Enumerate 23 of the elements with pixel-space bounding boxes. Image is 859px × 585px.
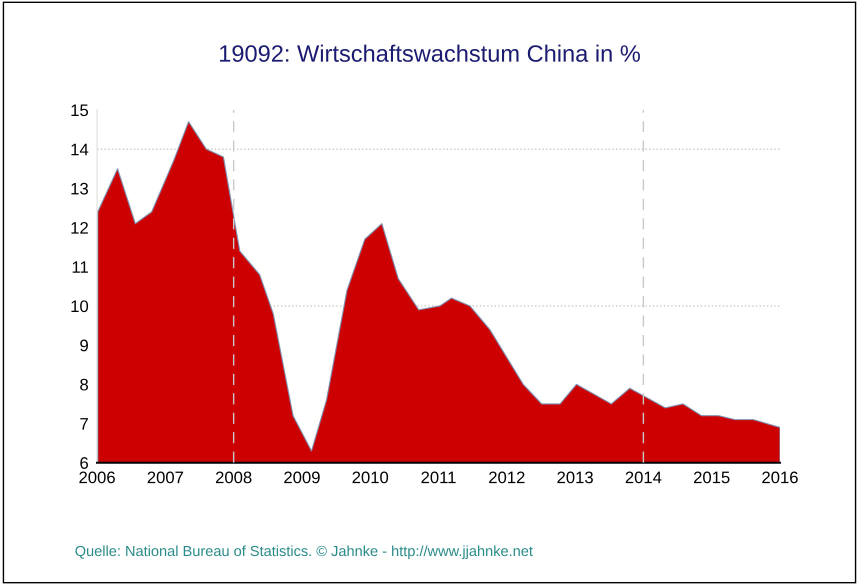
- y-tick-label: 8: [80, 378, 88, 391]
- y-tick-label: 14: [71, 144, 88, 156]
- y-tick-label: 15: [71, 104, 88, 116]
- x-tick-label: 2008: [216, 472, 252, 484]
- x-tick-label: 2010: [352, 472, 388, 484]
- x-tick-label: 2007: [148, 472, 184, 484]
- y-tick-label: 6: [80, 457, 88, 469]
- y-tick-label: 12: [71, 222, 88, 234]
- x-tick-label: 2012: [489, 472, 525, 484]
- y-tick-label: 13: [71, 182, 88, 195]
- x-tick-label: 2006: [79, 472, 115, 484]
- y-tick-label: 11: [72, 261, 88, 273]
- x-tick-label: 2009: [284, 472, 320, 484]
- y-tick-label: 9: [80, 340, 88, 352]
- y-tick-label: 10: [71, 300, 88, 312]
- x-tick-label: 2014: [626, 472, 662, 484]
- chart-title: 19092: Wirtschaftswachstum China in %: [220, 44, 640, 62]
- x-tick-label: 2016: [762, 472, 798, 484]
- y-tick-label: 7: [80, 418, 88, 430]
- x-tick-label: 2013: [557, 472, 593, 484]
- x-tick-label: 2015: [694, 472, 730, 484]
- source-note: Quelle: National Bureau of Statistics. © Jahnke - http://www.jjahnke.net: [75, 545, 533, 560]
- x-tick-label: 2011: [421, 472, 456, 484]
